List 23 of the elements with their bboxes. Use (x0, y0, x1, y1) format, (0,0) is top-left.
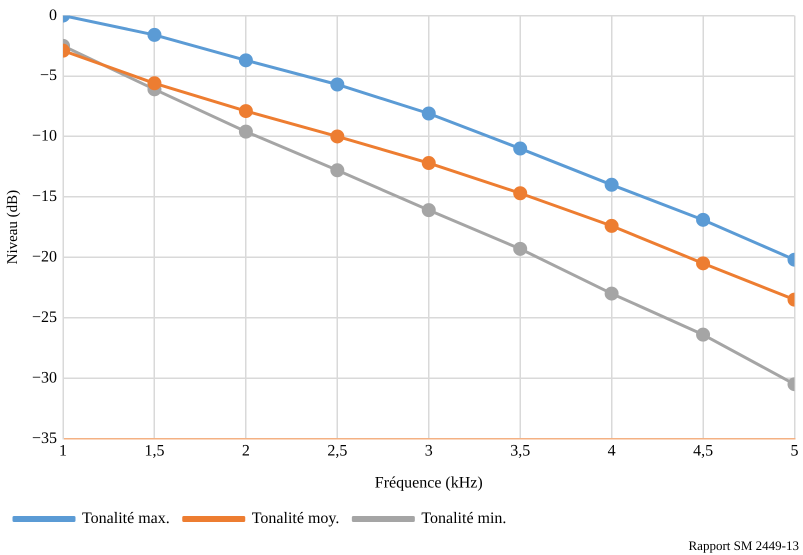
y-tick-label: −25 (32, 308, 58, 326)
x-tick-label: 4 (608, 442, 616, 460)
x-tick-label: 1 (59, 442, 68, 460)
text: Rapport SM 2449-13 (688, 538, 799, 553)
y-tick-label: −15 (32, 188, 58, 206)
y-axis-title: Niveau (dB) (4, 190, 21, 264)
legend-label: Tonalité max. (82, 510, 170, 528)
legend-label: Tonalité moy. (252, 510, 340, 528)
x-tick-label: 2,5 (327, 442, 348, 460)
x-tick-label: 3,5 (510, 442, 530, 460)
x-tick-label: 3 (424, 442, 433, 460)
y-tick-label: −30 (32, 369, 58, 386)
y-tick-label: −5 (40, 67, 58, 84)
x-axis-title: Fréquence (kHz) (374, 474, 483, 492)
x-tick-label: 1,5 (144, 442, 164, 460)
y-tick-label: −10 (32, 128, 58, 145)
x-tick-label: 2 (242, 442, 250, 460)
x-tick-label: 5 (790, 442, 798, 460)
legend-label: Tonalité min. (421, 510, 506, 528)
y-tick-label: −20 (32, 248, 58, 266)
y-tick-label: −35 (32, 430, 58, 447)
y-tick-label: 0 (49, 6, 58, 24)
x-tick-label: 4,5 (693, 442, 714, 460)
